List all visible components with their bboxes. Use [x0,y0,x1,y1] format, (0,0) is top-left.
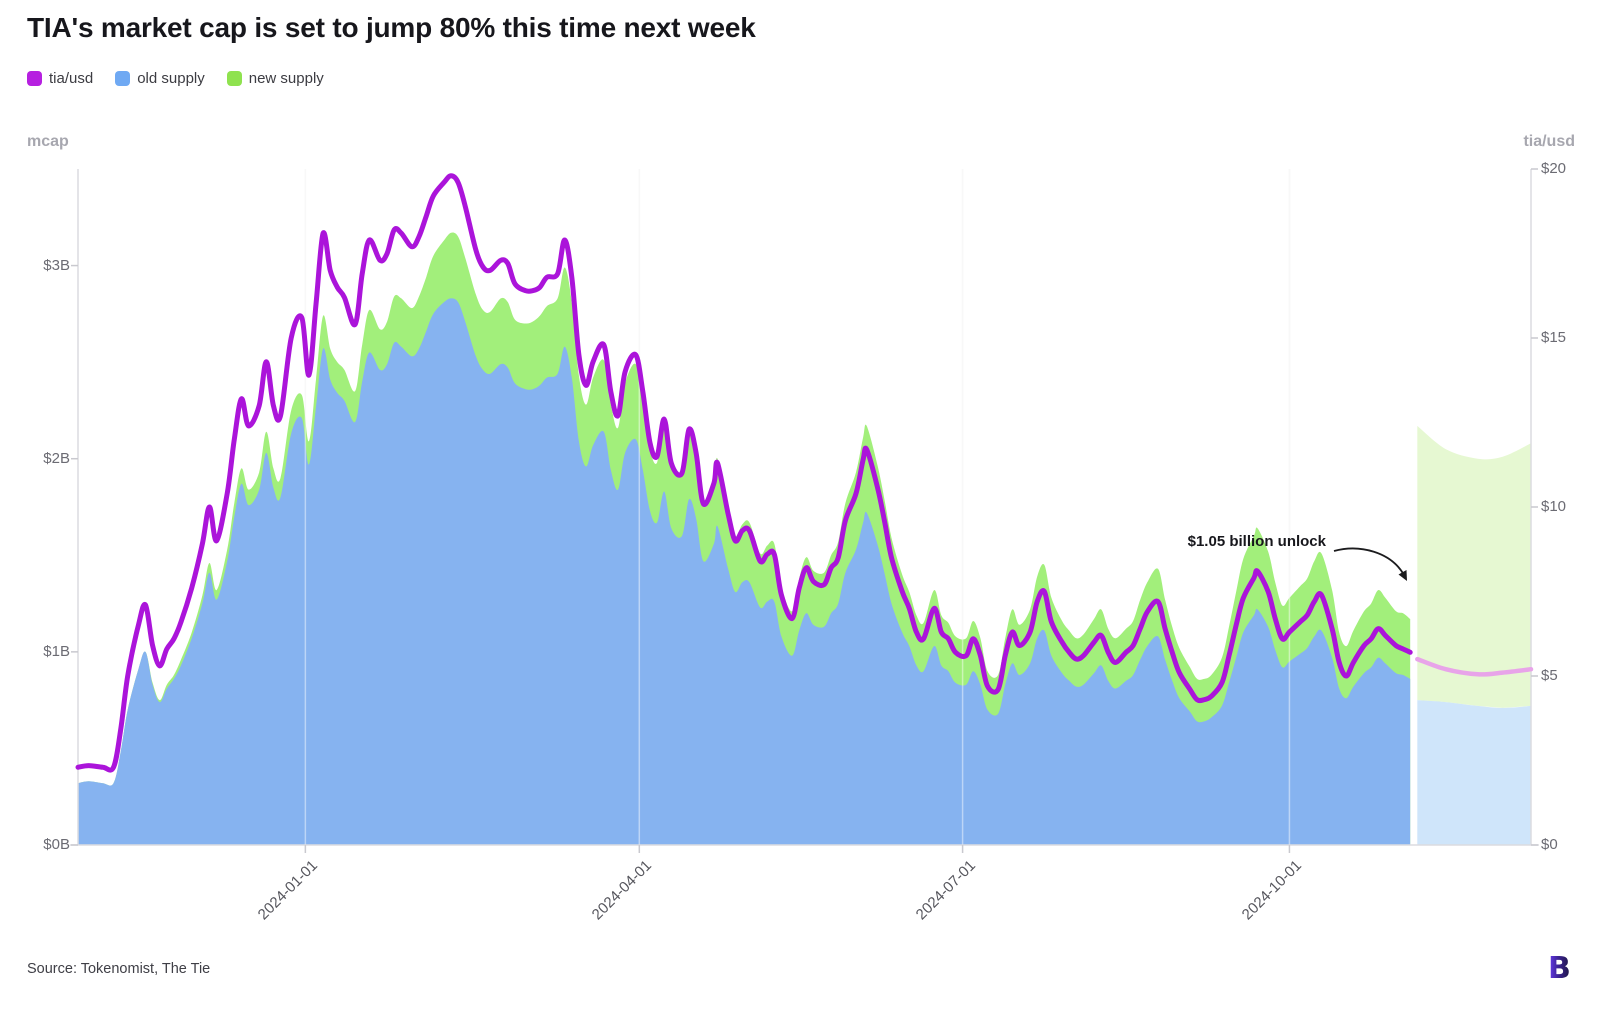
legend-label: tia/usd [49,70,94,87]
old-supply-swatch-icon [115,71,131,86]
annotation-arrowhead [1398,570,1407,581]
left-axis-tick: $1B [43,642,70,660]
blockworks-logo: B [1548,951,1575,987]
forecast-price-line [1415,656,1534,677]
right-axis-tick: $20 [1541,160,1567,177]
right-axis-tick: $0 [1541,836,1558,853]
left-axis-tick: $2B [43,449,70,467]
right-axis-tick: $10 [1541,498,1567,515]
legend-item-tia-usd: tia/usd [27,70,93,87]
unlock-annotation: $1.05 billion unlock [1187,533,1326,550]
annotation-arrow [1333,547,1405,576]
legend-label: old supply [137,70,205,87]
legend-label: new supply [248,70,324,87]
legend: tia/usd old supply new supply [27,70,324,87]
left-axis-tick: $3B [43,256,70,274]
right-axis-tick: $15 [1541,329,1567,346]
tia-usd-price-line [75,173,1413,773]
left-axis-title: mcap [27,133,69,150]
right-axis-title: tia/usd [1523,133,1575,150]
source-credit: Source: Tokenomist, The Tie [27,961,211,977]
tia-usd-swatch-icon [27,71,42,86]
forecast-old-supply-band [1417,700,1531,845]
left-axis-tick: $0B [43,836,70,853]
new-supply-swatch-icon [226,71,242,86]
forecast-new-supply-band [1417,425,1531,708]
legend-item-old-supply: old supply [115,70,205,87]
right-axis-tick: $5 [1541,667,1558,684]
page-title: TIA's market cap is set to jump 80% this… [27,12,756,43]
old-supply-area [78,298,1411,845]
svg-text:B: B [1549,952,1571,982]
legend-item-new-supply: new supply [226,70,324,87]
